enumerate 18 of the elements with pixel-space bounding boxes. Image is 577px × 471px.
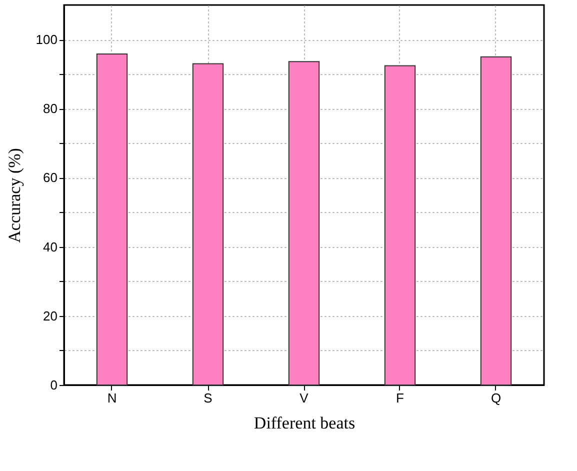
bar — [480, 56, 512, 386]
x-tick-label: F — [396, 390, 404, 406]
x-tick-label: S — [204, 390, 213, 406]
y-tick-label: 20 — [43, 308, 58, 324]
x-tick-label: N — [107, 390, 117, 406]
y-tick-label: 0 — [50, 378, 58, 392]
bar — [288, 61, 320, 386]
y-tick-label: 80 — [43, 101, 58, 116]
bar — [96, 54, 128, 386]
y-tick-label: 100 — [36, 32, 58, 48]
bar — [192, 63, 224, 386]
bar — [384, 65, 416, 386]
x-axis-title: Different beats — [254, 414, 356, 432]
y-tick-label: 40 — [43, 239, 58, 254]
x-tick-label: V — [300, 390, 309, 406]
y-tick-label: 60 — [43, 170, 58, 186]
x-tick-label: Q — [490, 390, 502, 406]
y-axis-title: Accuracy (%) — [4, 148, 24, 243]
